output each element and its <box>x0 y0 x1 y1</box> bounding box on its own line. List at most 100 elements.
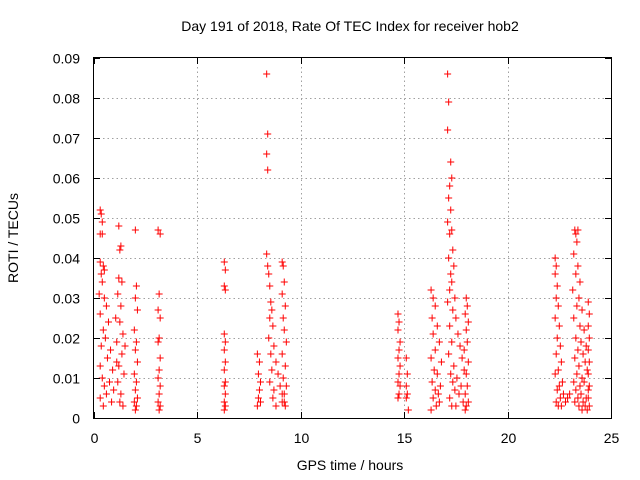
data-point <box>574 394 582 402</box>
data-point <box>573 302 581 310</box>
data-point <box>445 350 453 358</box>
data-point <box>434 390 442 398</box>
data-point <box>281 302 289 310</box>
data-point <box>114 378 122 386</box>
data-point <box>221 402 229 410</box>
data-point <box>556 394 564 402</box>
data-point <box>117 242 125 250</box>
data-point <box>221 378 229 386</box>
data-point <box>552 294 560 302</box>
data-point <box>437 358 445 366</box>
data-point <box>447 370 455 378</box>
data-point <box>102 302 110 310</box>
data-point <box>435 338 443 346</box>
data-point <box>220 282 228 290</box>
data-point <box>220 398 228 406</box>
data-point <box>220 258 228 266</box>
data-point <box>562 398 570 406</box>
data-point <box>255 358 263 366</box>
data-point <box>578 306 586 314</box>
data-point <box>96 258 104 266</box>
data-point <box>449 378 457 386</box>
data-point <box>115 362 123 370</box>
data-point <box>155 366 163 374</box>
data-point <box>575 362 583 370</box>
data-point <box>554 402 562 410</box>
data-point <box>444 70 452 78</box>
data-point <box>427 406 435 414</box>
data-point <box>456 342 464 350</box>
data-point <box>448 278 456 286</box>
y-tick-label: 0.05 <box>53 211 80 227</box>
data-point <box>394 354 402 362</box>
data-point <box>132 402 140 410</box>
data-point <box>394 394 402 402</box>
data-point <box>103 354 111 362</box>
x-tick-label: 5 <box>194 430 202 446</box>
data-point <box>455 390 463 398</box>
data-point <box>156 402 164 410</box>
data-point <box>221 338 229 346</box>
data-point <box>431 346 439 354</box>
data-point <box>464 398 472 406</box>
data-point <box>584 346 592 354</box>
data-point <box>221 358 229 366</box>
data-point <box>220 382 228 390</box>
data-point <box>265 334 273 342</box>
data-point <box>264 130 272 138</box>
data-point <box>132 378 140 386</box>
data-point <box>429 394 437 402</box>
data-point <box>555 322 563 330</box>
data-point <box>132 338 140 346</box>
data-point <box>155 390 163 398</box>
data-point <box>97 270 105 278</box>
data-point <box>264 262 272 270</box>
data-point <box>572 270 580 278</box>
data-point <box>463 382 471 390</box>
data-point <box>457 382 465 390</box>
data-point <box>555 382 563 390</box>
data-point <box>280 390 288 398</box>
data-point <box>462 402 470 410</box>
data-point <box>569 286 577 294</box>
data-point <box>551 254 559 262</box>
data-point <box>156 314 164 322</box>
data-point <box>115 222 123 230</box>
data-point <box>449 306 457 314</box>
data-point <box>584 394 592 402</box>
data-point <box>427 354 435 362</box>
data-point <box>280 278 288 286</box>
data-point <box>449 246 457 254</box>
data-point <box>100 294 108 302</box>
data-point <box>585 334 593 342</box>
data-point <box>446 322 454 330</box>
data-point <box>99 326 107 334</box>
data-point <box>253 402 261 410</box>
y-tick-label: 0.01 <box>53 371 80 387</box>
data-point <box>279 374 287 382</box>
data-point <box>117 390 125 398</box>
data-point <box>451 386 459 394</box>
data-point <box>156 230 164 238</box>
data-point <box>110 386 118 394</box>
data-point <box>102 390 110 398</box>
data-point <box>461 390 469 398</box>
data-point <box>584 386 592 394</box>
data-point <box>462 326 470 334</box>
data-point <box>220 366 228 374</box>
data-point <box>444 126 452 134</box>
data-point <box>570 250 578 258</box>
data-point <box>220 346 228 354</box>
data-point <box>432 402 440 410</box>
data-point <box>429 294 437 302</box>
data-point <box>266 378 274 386</box>
data-point <box>112 314 120 322</box>
data-point <box>435 398 443 406</box>
y-tick-label: 0.03 <box>53 291 80 307</box>
data-point <box>107 346 115 354</box>
data-point <box>255 386 263 394</box>
data-point <box>551 370 559 378</box>
data-point <box>454 330 462 338</box>
data-point <box>99 402 107 410</box>
data-point <box>431 302 439 310</box>
